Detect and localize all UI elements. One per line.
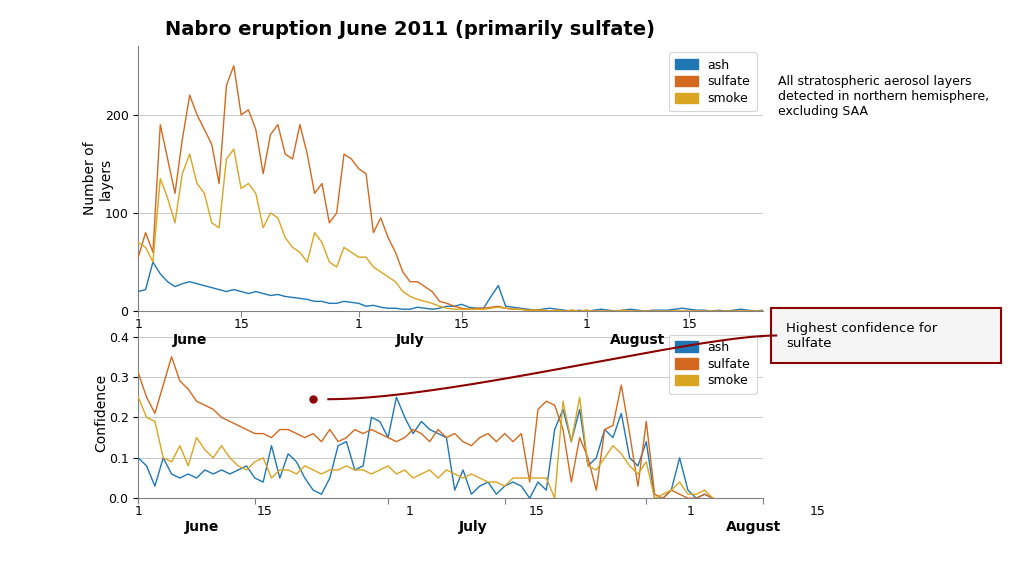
Text: 1: 1 xyxy=(134,318,142,331)
Text: 15: 15 xyxy=(257,505,273,518)
Text: 15: 15 xyxy=(528,505,545,518)
Text: August: August xyxy=(610,333,666,347)
Text: 1: 1 xyxy=(686,505,694,518)
Text: Nabro eruption June 2011 (primarily sulfate): Nabro eruption June 2011 (primarily sulf… xyxy=(165,20,654,39)
Text: June: June xyxy=(172,333,207,347)
Text: 1: 1 xyxy=(583,318,591,331)
Text: Highest confidence for
sulfate: Highest confidence for sulfate xyxy=(786,321,938,350)
Text: 1: 1 xyxy=(134,505,142,518)
Text: August: August xyxy=(726,520,781,534)
Text: July: July xyxy=(459,520,487,534)
Legend: ash, sulfate, smoke: ash, sulfate, smoke xyxy=(669,335,757,394)
Text: 15: 15 xyxy=(454,318,470,331)
Legend: ash, sulfate, smoke: ash, sulfate, smoke xyxy=(669,52,757,111)
Text: All stratospheric aerosol layers
detected in northern hemisphere,
excluding SAA: All stratospheric aerosol layers detecte… xyxy=(778,75,989,118)
Text: 15: 15 xyxy=(681,318,697,331)
Text: 1: 1 xyxy=(406,505,414,518)
Text: 15: 15 xyxy=(233,318,249,331)
Y-axis label: Confidence: Confidence xyxy=(94,374,109,452)
Text: 1: 1 xyxy=(354,318,362,331)
Y-axis label: Number of
layers: Number of layers xyxy=(83,142,113,215)
Text: 15: 15 xyxy=(809,505,825,518)
Text: July: July xyxy=(396,333,425,347)
Text: June: June xyxy=(184,520,219,534)
